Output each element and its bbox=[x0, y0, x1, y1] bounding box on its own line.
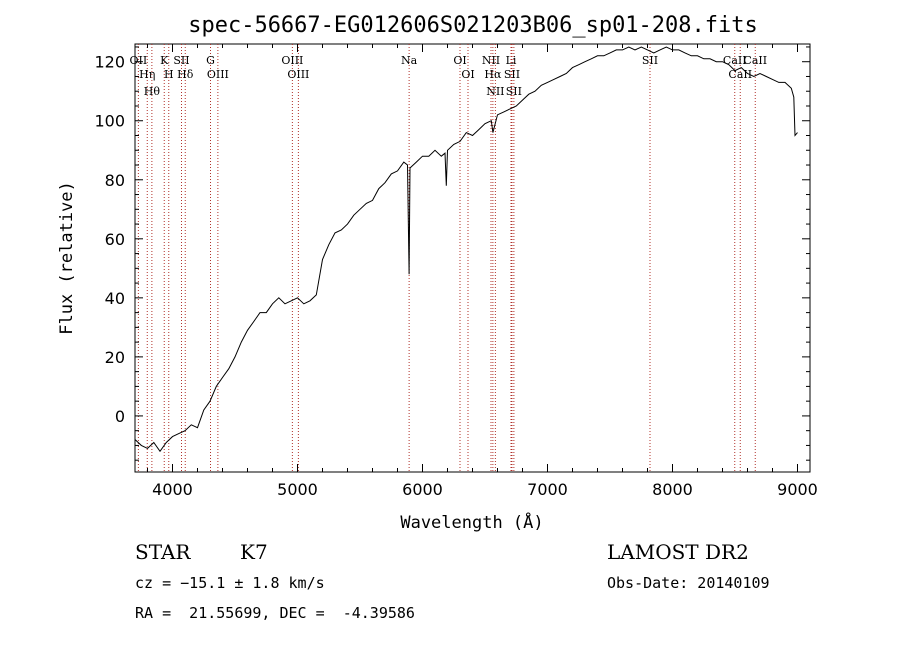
spectral-line-label: NII bbox=[486, 85, 504, 98]
spectral-line-label: G bbox=[206, 54, 215, 67]
spectral-line-label: OII bbox=[130, 54, 148, 67]
y-tick-label: 120 bbox=[94, 53, 125, 72]
y-axis: 0 20 40 60 80 100 120 bbox=[94, 46, 810, 461]
spectral-line-label: CaII bbox=[743, 54, 767, 67]
spectral-line-label: OIII bbox=[287, 68, 309, 81]
y-tick-label: 0 bbox=[115, 407, 125, 426]
chart-title: spec-56667-EG012606S021203B06_sp01-208.f… bbox=[188, 13, 758, 38]
object-subclass: K7 bbox=[240, 540, 268, 564]
spectral-line-label: OIII bbox=[207, 68, 229, 81]
y-tick-label: 40 bbox=[105, 289, 125, 308]
spectral-line-label: OI bbox=[453, 54, 466, 67]
spectral-line-label: Na bbox=[401, 54, 418, 67]
y-tick-label: 60 bbox=[105, 230, 125, 249]
x-tick-label: 9000 bbox=[777, 480, 818, 499]
y-tick-label: 80 bbox=[105, 171, 125, 190]
spectrum-line bbox=[134, 46, 798, 453]
spectral-line-label: CaII bbox=[728, 68, 752, 81]
y-axis-label: Flux (relative) bbox=[57, 181, 77, 335]
object-class: STAR bbox=[135, 540, 191, 564]
spectral-line-label: Hθ bbox=[144, 85, 161, 98]
spectral-line-label: Hη bbox=[139, 68, 155, 81]
y-tick-label: 100 bbox=[94, 112, 125, 131]
spectral-line-label: SII bbox=[506, 85, 522, 98]
redshift-label: cz = −15.1 ± 1.8 km/s bbox=[135, 574, 325, 592]
spectral-line-label: OI bbox=[461, 68, 474, 81]
spectral-line-label: K bbox=[160, 54, 169, 67]
spectral-line-label: SII bbox=[504, 68, 520, 81]
spectral-line-label: Hα bbox=[484, 68, 502, 81]
spectral-line-label: H bbox=[164, 68, 174, 81]
coordinates-label: RA = 21.55699, DEC = -4.39586 bbox=[135, 604, 415, 622]
spectral-line-label: CaII bbox=[723, 54, 747, 67]
spectral-line-label: Li bbox=[506, 54, 517, 67]
x-axis-label: Wavelength (Å) bbox=[400, 511, 543, 533]
survey-label: LAMOST DR2 bbox=[607, 540, 749, 564]
spectral-line-markers bbox=[137, 44, 756, 472]
x-tick-label: 7000 bbox=[527, 480, 568, 499]
x-tick-label: 8000 bbox=[652, 480, 693, 499]
x-tick-label: 5000 bbox=[277, 480, 318, 499]
x-tick-label: 6000 bbox=[402, 480, 443, 499]
x-tick-label: 4000 bbox=[152, 480, 193, 499]
obs-date-label: Obs-Date: 20140109 bbox=[607, 574, 770, 592]
x-axis: 4000 5000 6000 7000 8000 9000 bbox=[147, 44, 818, 499]
spectral-line-label: NII bbox=[482, 54, 500, 67]
spectral-line-label: SII bbox=[173, 54, 189, 67]
plot-frame bbox=[134, 43, 811, 473]
spectral-line-label: Hδ bbox=[177, 68, 194, 81]
spectral-line-label: OIII bbox=[281, 54, 303, 67]
y-tick-label: 20 bbox=[105, 348, 125, 367]
spectral-line-label: SII bbox=[642, 54, 658, 67]
